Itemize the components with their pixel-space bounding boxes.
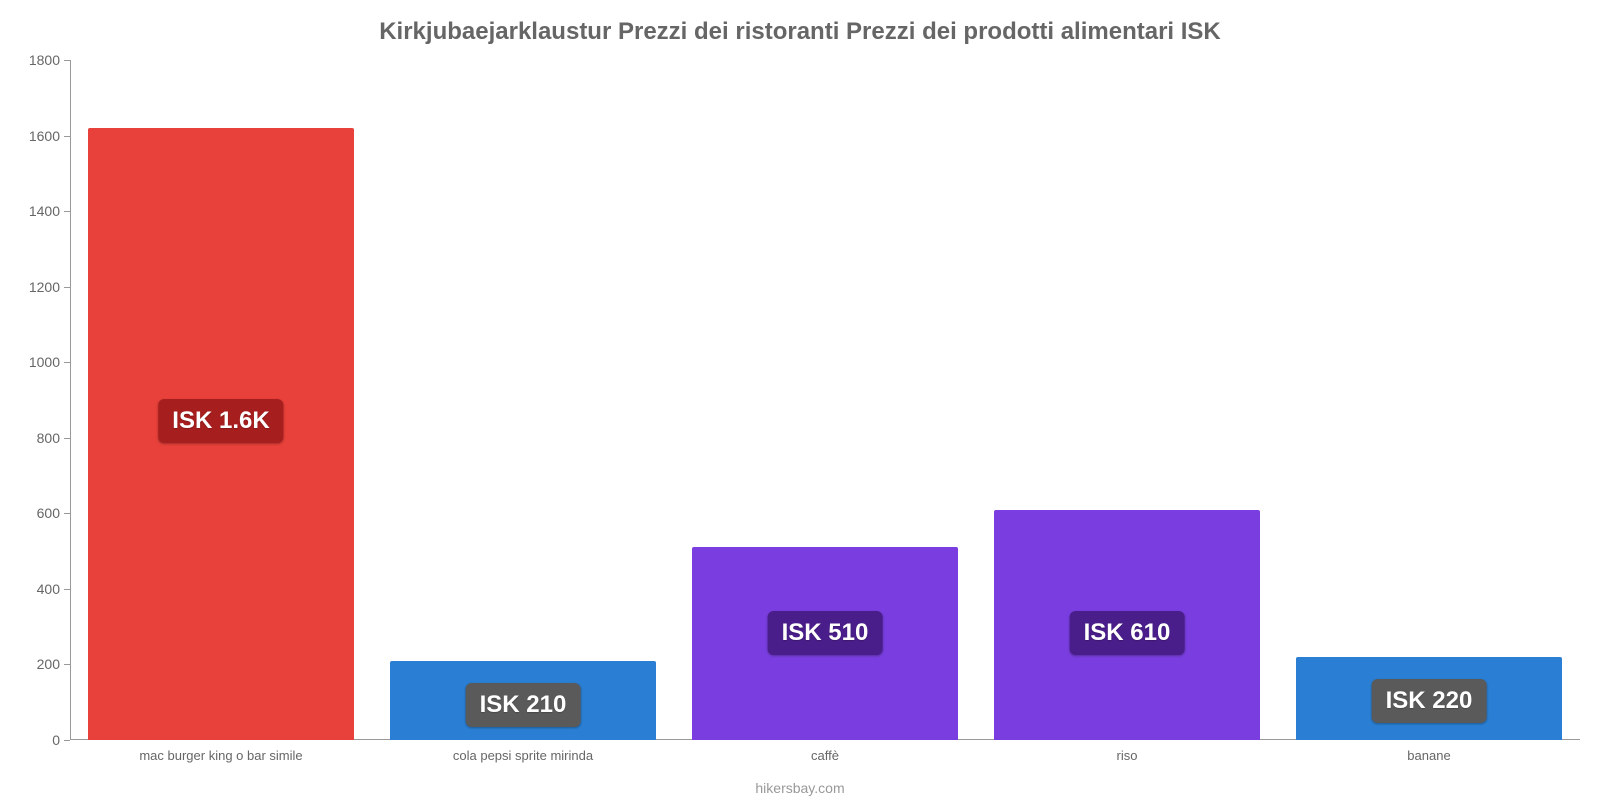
x-category-label: riso bbox=[1117, 740, 1138, 763]
plot-area: 020040060080010001200140016001800ISK 1.6… bbox=[70, 60, 1580, 740]
x-category-label: cola pepsi sprite mirinda bbox=[453, 740, 593, 763]
chart-footer: hikersbay.com bbox=[0, 780, 1600, 796]
y-axis-line bbox=[70, 60, 71, 740]
bar-slot: ISK 1.6Kmac burger king o bar simile bbox=[88, 60, 354, 740]
y-tick-label: 1400 bbox=[29, 203, 70, 219]
bar-value-badge: ISK 210 bbox=[466, 683, 581, 727]
x-category-label: banane bbox=[1407, 740, 1450, 763]
y-tick-label: 800 bbox=[37, 430, 70, 446]
bar-slot: ISK 510caffè bbox=[692, 60, 958, 740]
bar-slot: ISK 220banane bbox=[1296, 60, 1562, 740]
y-tick-label: 0 bbox=[52, 732, 70, 748]
x-category-label: caffè bbox=[811, 740, 839, 763]
y-tick-label: 1600 bbox=[29, 128, 70, 144]
bar-value-badge: ISK 610 bbox=[1070, 611, 1185, 655]
bar-value-badge: ISK 510 bbox=[768, 611, 883, 655]
y-tick-label: 400 bbox=[37, 581, 70, 597]
y-tick-label: 1800 bbox=[29, 52, 70, 68]
bar-value-badge: ISK 1.6K bbox=[158, 399, 283, 443]
bar-slot: ISK 610riso bbox=[994, 60, 1260, 740]
bar-value-badge: ISK 220 bbox=[1372, 679, 1487, 723]
x-category-label: mac burger king o bar simile bbox=[139, 740, 302, 763]
y-tick-label: 600 bbox=[37, 505, 70, 521]
chart-title: Kirkjubaejarklaustur Prezzi dei ristoran… bbox=[20, 10, 1580, 60]
price-bar-chart: Kirkjubaejarklaustur Prezzi dei ristoran… bbox=[0, 0, 1600, 800]
bar-slot: ISK 210cola pepsi sprite mirinda bbox=[390, 60, 656, 740]
y-tick-label: 200 bbox=[37, 656, 70, 672]
y-tick-label: 1000 bbox=[29, 354, 70, 370]
y-tick-label: 1200 bbox=[29, 279, 70, 295]
